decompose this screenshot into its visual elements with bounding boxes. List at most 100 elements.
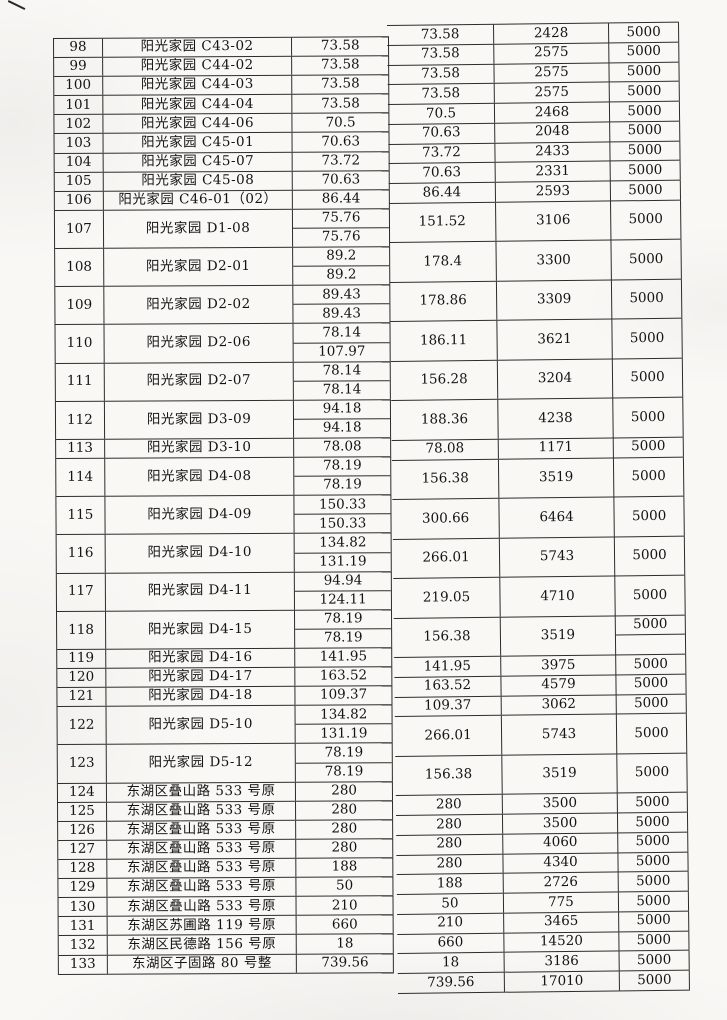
area-value: 86.44 [321,190,361,207]
amount-cell: 6464 [499,497,615,538]
area-value: 188 [331,858,358,875]
name-cell: 东湖区民德路 156 号原 [107,935,298,955]
cap-cell: 5000 [618,852,689,872]
amount-cell: 3309 [496,280,613,321]
name-cell: 阳光家园 D4-17 [106,667,296,687]
area-cell: 50 [296,877,394,896]
row-number-cell: 113 [56,439,106,459]
area-value: 73.58 [320,37,360,54]
total-area-cell: 78.08 [391,439,499,460]
table-row-left: 102 阳光家园 C44-06 70.5 [54,113,390,135]
cap-cell: 5000 [614,496,685,536]
table-row-left: 113 阳光家园 D3-10 78.08 [56,438,392,460]
cap-value: 5000 [633,615,668,633]
table-row-left: 114 阳光家园 D4-08 78.19 78.19 [56,457,392,498]
amount-cell: 3519 [500,615,617,656]
cap-empty-subcell [615,633,686,655]
name-cell: 阳光家园 D4-10 [105,534,296,573]
area-cell: 70.5 [292,113,390,133]
table-row-right: 266.01 5743 5000 [392,536,686,579]
total-area-cell: 50 [396,893,505,914]
table-row-left: 103 阳光家园 C45-01 70.63 [54,132,390,154]
name-cell: 阳光家园 D4-11 [105,572,296,611]
area-cell: 163.52 [295,667,393,686]
name-cell: 阳光家园 D4-15 [105,610,296,649]
row-number-cell: 125 [58,802,107,821]
amount-cell: 3062 [501,694,617,715]
row-number-cell: 103 [54,134,104,153]
area-value: 78.19 [295,628,392,648]
total-area-cell: 156.38 [391,459,500,499]
row-number-cell: 122 [57,707,107,745]
row-number-cell: 133 [58,955,108,974]
amount-cell: 5743 [499,536,616,577]
total-area-cell: 266.01 [394,715,503,756]
amount-cell: 2575 [494,43,610,64]
amount-cell: 2575 [494,82,610,103]
name-cell: 阳光家园 D2-02 [104,285,294,325]
area-value: 70.63 [321,171,361,188]
name-cell: 阳光家园 D3-09 [104,400,295,439]
row-number-cell: 128 [58,859,108,879]
area-value: 50 [335,877,354,894]
cap-cell: 5000 [612,318,683,359]
amount-cell: 3519 [498,457,615,498]
area-cell: 134.82 131.19 [295,705,393,744]
row-number-cell: 101 [54,96,104,115]
row-number-cell: 98 [54,38,103,58]
cap-cell: 5000 [609,81,680,102]
table-row-right: 178.4 3300 5000 [389,239,682,283]
row-number-cell: 99 [54,57,104,77]
table-row-left: 111 阳光家园 D2-07 78.14 78.14 [55,361,391,402]
amount-cell: 3465 [504,912,620,933]
name-cell: 阳光家园 D3-10 [104,438,295,458]
cap-cell: 5000 [610,121,681,141]
table-row-left: 128 东湖区叠山路 533 号原 188 [58,858,394,880]
cap-cell: 5000 [609,42,680,62]
name-cell: 东湖区子固路 80 号整 [107,954,298,974]
name-cell: 阳光家园 C45-08 [103,171,294,191]
area-value: 94.94 [323,572,363,589]
table-row-left: 104 阳光家园 C45-07 73.72 [54,151,390,173]
area-value: 70.63 [321,133,361,150]
area-value: 75.76 [321,209,361,226]
area-value: 107.97 [293,341,390,362]
table-row-left: 120 阳光家园 D4-17 163.52 [57,667,393,689]
area-value: 163.52 [319,667,368,685]
row-number-cell: 121 [57,687,107,707]
amount-cell: 775 [503,892,620,913]
cap-cell: 5000 [617,812,689,833]
row-number-cell: 132 [58,936,108,955]
amount-cell: 4579 [501,675,617,696]
cap-cell: 5000 [609,62,680,82]
amount-cell: 2428 [494,23,610,44]
area-cell: 86.44 [293,189,390,209]
name-cell: 阳光家园 C46-01（02） [103,190,294,210]
row-number-cell: 105 [54,172,104,191]
area-cell: 188 [296,858,394,877]
cap-cell: 5000 [613,457,685,497]
area-value: 739.56 [321,954,369,971]
total-area-cell: 151.52 [389,202,497,243]
total-area-cell: 73.72 [388,143,496,164]
total-area-cell: 73.58 [387,64,495,85]
area-value: 210 [331,896,358,914]
table-row-left: 121 阳光家园 D4-18 109.37 [57,686,393,708]
total-area-cell: 73.58 [387,44,495,65]
table-row-right: 188.36 4238 5000 [391,397,684,441]
row-number-cell: 110 [55,325,105,363]
area-cell: 150.33 150.33 [294,495,392,534]
table-row-left: 108 阳光家园 D2-01 89.2 89.2 [55,247,391,288]
table-row-right: 178.86 3309 5000 [389,279,683,323]
area-value: 73.72 [321,152,361,169]
table-row-left: 131 东湖区苏圃路 119 号原 660 [58,915,394,937]
area-value: 78.19 [296,761,392,782]
area-cell: 134.82 131.19 [294,533,392,572]
area-cell: 94.18 94.18 [294,400,392,438]
table-left-columns: 98 阳光家园 C43-02 73.58 99 阳光家园 C44-02 73.58 100 阳… [53,36,394,975]
total-area-cell: 188.36 [391,400,499,440]
area-cell: 78.19 78.19 [295,743,393,782]
name-cell: 阳光家园 C44-03 [103,75,293,96]
total-area-cell: 156.38 [395,755,503,796]
amount-cell: 3106 [496,201,612,242]
